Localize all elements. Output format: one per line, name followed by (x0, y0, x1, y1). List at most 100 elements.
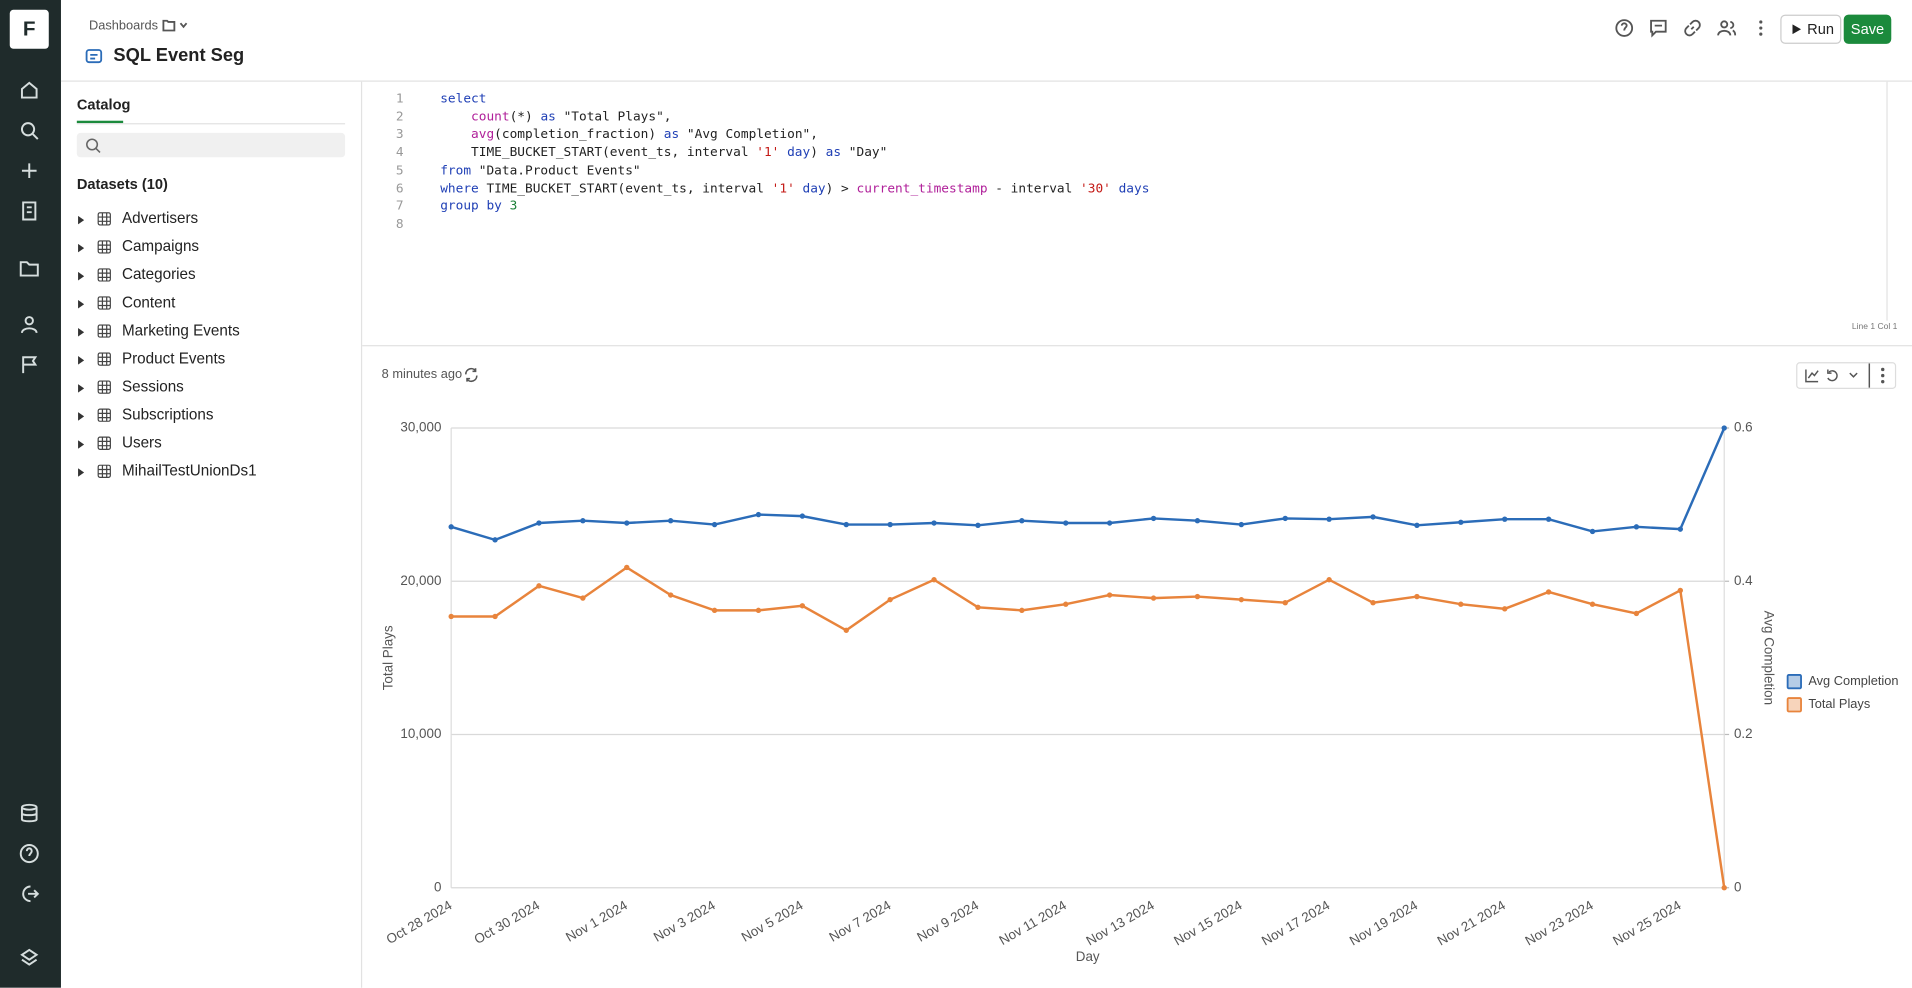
breadcrumb[interactable]: Dashboards (89, 18, 159, 33)
point (931, 577, 937, 583)
run-button[interactable]: Run (1780, 14, 1842, 44)
run-label: Run (1807, 20, 1834, 38)
line-number: 1 (395, 91, 404, 107)
point (887, 596, 893, 603)
help-icon[interactable] (18, 843, 40, 865)
dataset-row[interactable]: Subscriptions (61, 405, 361, 429)
table-icon (97, 268, 111, 282)
x-tick-label: Nov 25 2024 (1610, 897, 1684, 948)
y-axis-title: Total Plays (381, 625, 396, 690)
docs-icon[interactable] (18, 200, 40, 222)
help-button[interactable] (1614, 18, 1634, 38)
y2-tick-label: 0.6 (1734, 420, 1753, 435)
dataset-row[interactable]: Categories (61, 265, 361, 289)
user-icon[interactable] (18, 313, 40, 335)
point (667, 518, 674, 524)
line-number: 3 (395, 127, 404, 142)
table-icon (97, 324, 111, 338)
line-number: 2 (395, 109, 404, 124)
dataset-row[interactable]: Users (61, 433, 361, 457)
code-token: (*) (509, 109, 541, 124)
point (1721, 885, 1727, 891)
table-icon (97, 352, 111, 366)
point (492, 537, 498, 543)
x-tick-label: Nov 19 2024 (1347, 897, 1421, 948)
dataset-row[interactable]: Marketing Events (61, 321, 361, 345)
code-token: 3 (509, 198, 518, 214)
code-token (502, 199, 510, 214)
line-number: 5 (395, 163, 404, 178)
point (799, 513, 806, 519)
chart: 0 10,000 20,000 30,000 0 0.2 0.4 0.6 Oct 28 2024… (381, 420, 1899, 964)
point (1370, 600, 1376, 606)
dataset-name: Subscriptions (121, 406, 214, 424)
folder-icon[interactable] (18, 257, 40, 279)
point (448, 613, 454, 620)
dataset-row[interactable]: Product Events (61, 349, 361, 373)
dataset-name: Content (121, 293, 176, 311)
toolbar-icons[interactable] (1797, 363, 1895, 388)
code-line: from "Data.Product Events" (440, 163, 640, 178)
brand-icon[interactable] (18, 946, 40, 968)
code-line: TIME_BUCKET_START(event_ts, interval '1'… (440, 145, 887, 160)
search-icon[interactable] (18, 120, 40, 142)
share-button[interactable] (1717, 18, 1737, 38)
point (799, 603, 806, 609)
point (1589, 528, 1596, 535)
point (1106, 520, 1113, 526)
dataset-row[interactable]: Campaigns (61, 237, 361, 261)
code-line: group by 3 (440, 199, 517, 214)
table-icon (97, 464, 111, 479)
table-icon (97, 296, 111, 310)
code-token: where (440, 181, 479, 196)
point (1414, 522, 1420, 528)
point (1589, 601, 1596, 607)
table-icon (97, 408, 111, 422)
legend-label: Avg Completion (1808, 673, 1898, 688)
sql-editor[interactable]: 1 select 2 count(*) as "Total Plays", 3 avg… (362, 81, 1912, 347)
point (1633, 610, 1640, 617)
x-axis-title: Day (1076, 949, 1100, 964)
y2-tick-label: 0.2 (1734, 726, 1753, 741)
x-tick-label: Nov 7 2024 (827, 897, 894, 945)
point (755, 607, 762, 614)
code-token: current_timestamp (856, 181, 988, 196)
point (975, 522, 981, 528)
expand-arrow (78, 243, 85, 253)
point (580, 595, 586, 601)
refresh-button[interactable] (463, 367, 479, 383)
point (624, 564, 630, 571)
catalog-tab[interactable]: Catalog (76, 96, 131, 114)
tab-underline (76, 120, 124, 124)
more-button[interactable] (1751, 18, 1771, 38)
search-input[interactable] (76, 132, 346, 158)
code-line: select (440, 91, 486, 106)
dataset-row[interactable]: Sessions (61, 377, 361, 401)
home-icon[interactable] (18, 79, 40, 101)
code-token: from (440, 163, 472, 178)
point (1458, 519, 1464, 525)
folder-menu[interactable] (162, 18, 189, 33)
comments-button[interactable] (1649, 18, 1669, 38)
table-icon (97, 436, 111, 450)
point (536, 583, 542, 589)
logo[interactable]: F (9, 9, 49, 49)
dataset-name: Product Events (121, 349, 226, 368)
cursor-status: Line 1 Col 1 (1851, 323, 1898, 332)
logout-icon[interactable] (18, 883, 40, 905)
point (1150, 595, 1157, 601)
add-icon[interactable] (18, 160, 40, 182)
expand-arrow (78, 215, 85, 225)
point (711, 521, 718, 528)
flag-icon[interactable] (18, 354, 40, 376)
save-button[interactable]: Save (1843, 14, 1892, 44)
dataset-row[interactable]: Advertisers (61, 209, 361, 233)
code-token: - interval (987, 181, 1081, 196)
dataset-row[interactable]: Content (61, 293, 361, 317)
expand-arrow (78, 440, 85, 449)
dataset-row[interactable]: MihailTestUnionDs1 (61, 461, 361, 485)
code-token: TIME_BUCKET_START(event_ts, interval (440, 145, 757, 160)
link-button[interactable] (1683, 18, 1703, 38)
code-token: select (440, 91, 487, 107)
data-icon[interactable] (18, 802, 40, 824)
